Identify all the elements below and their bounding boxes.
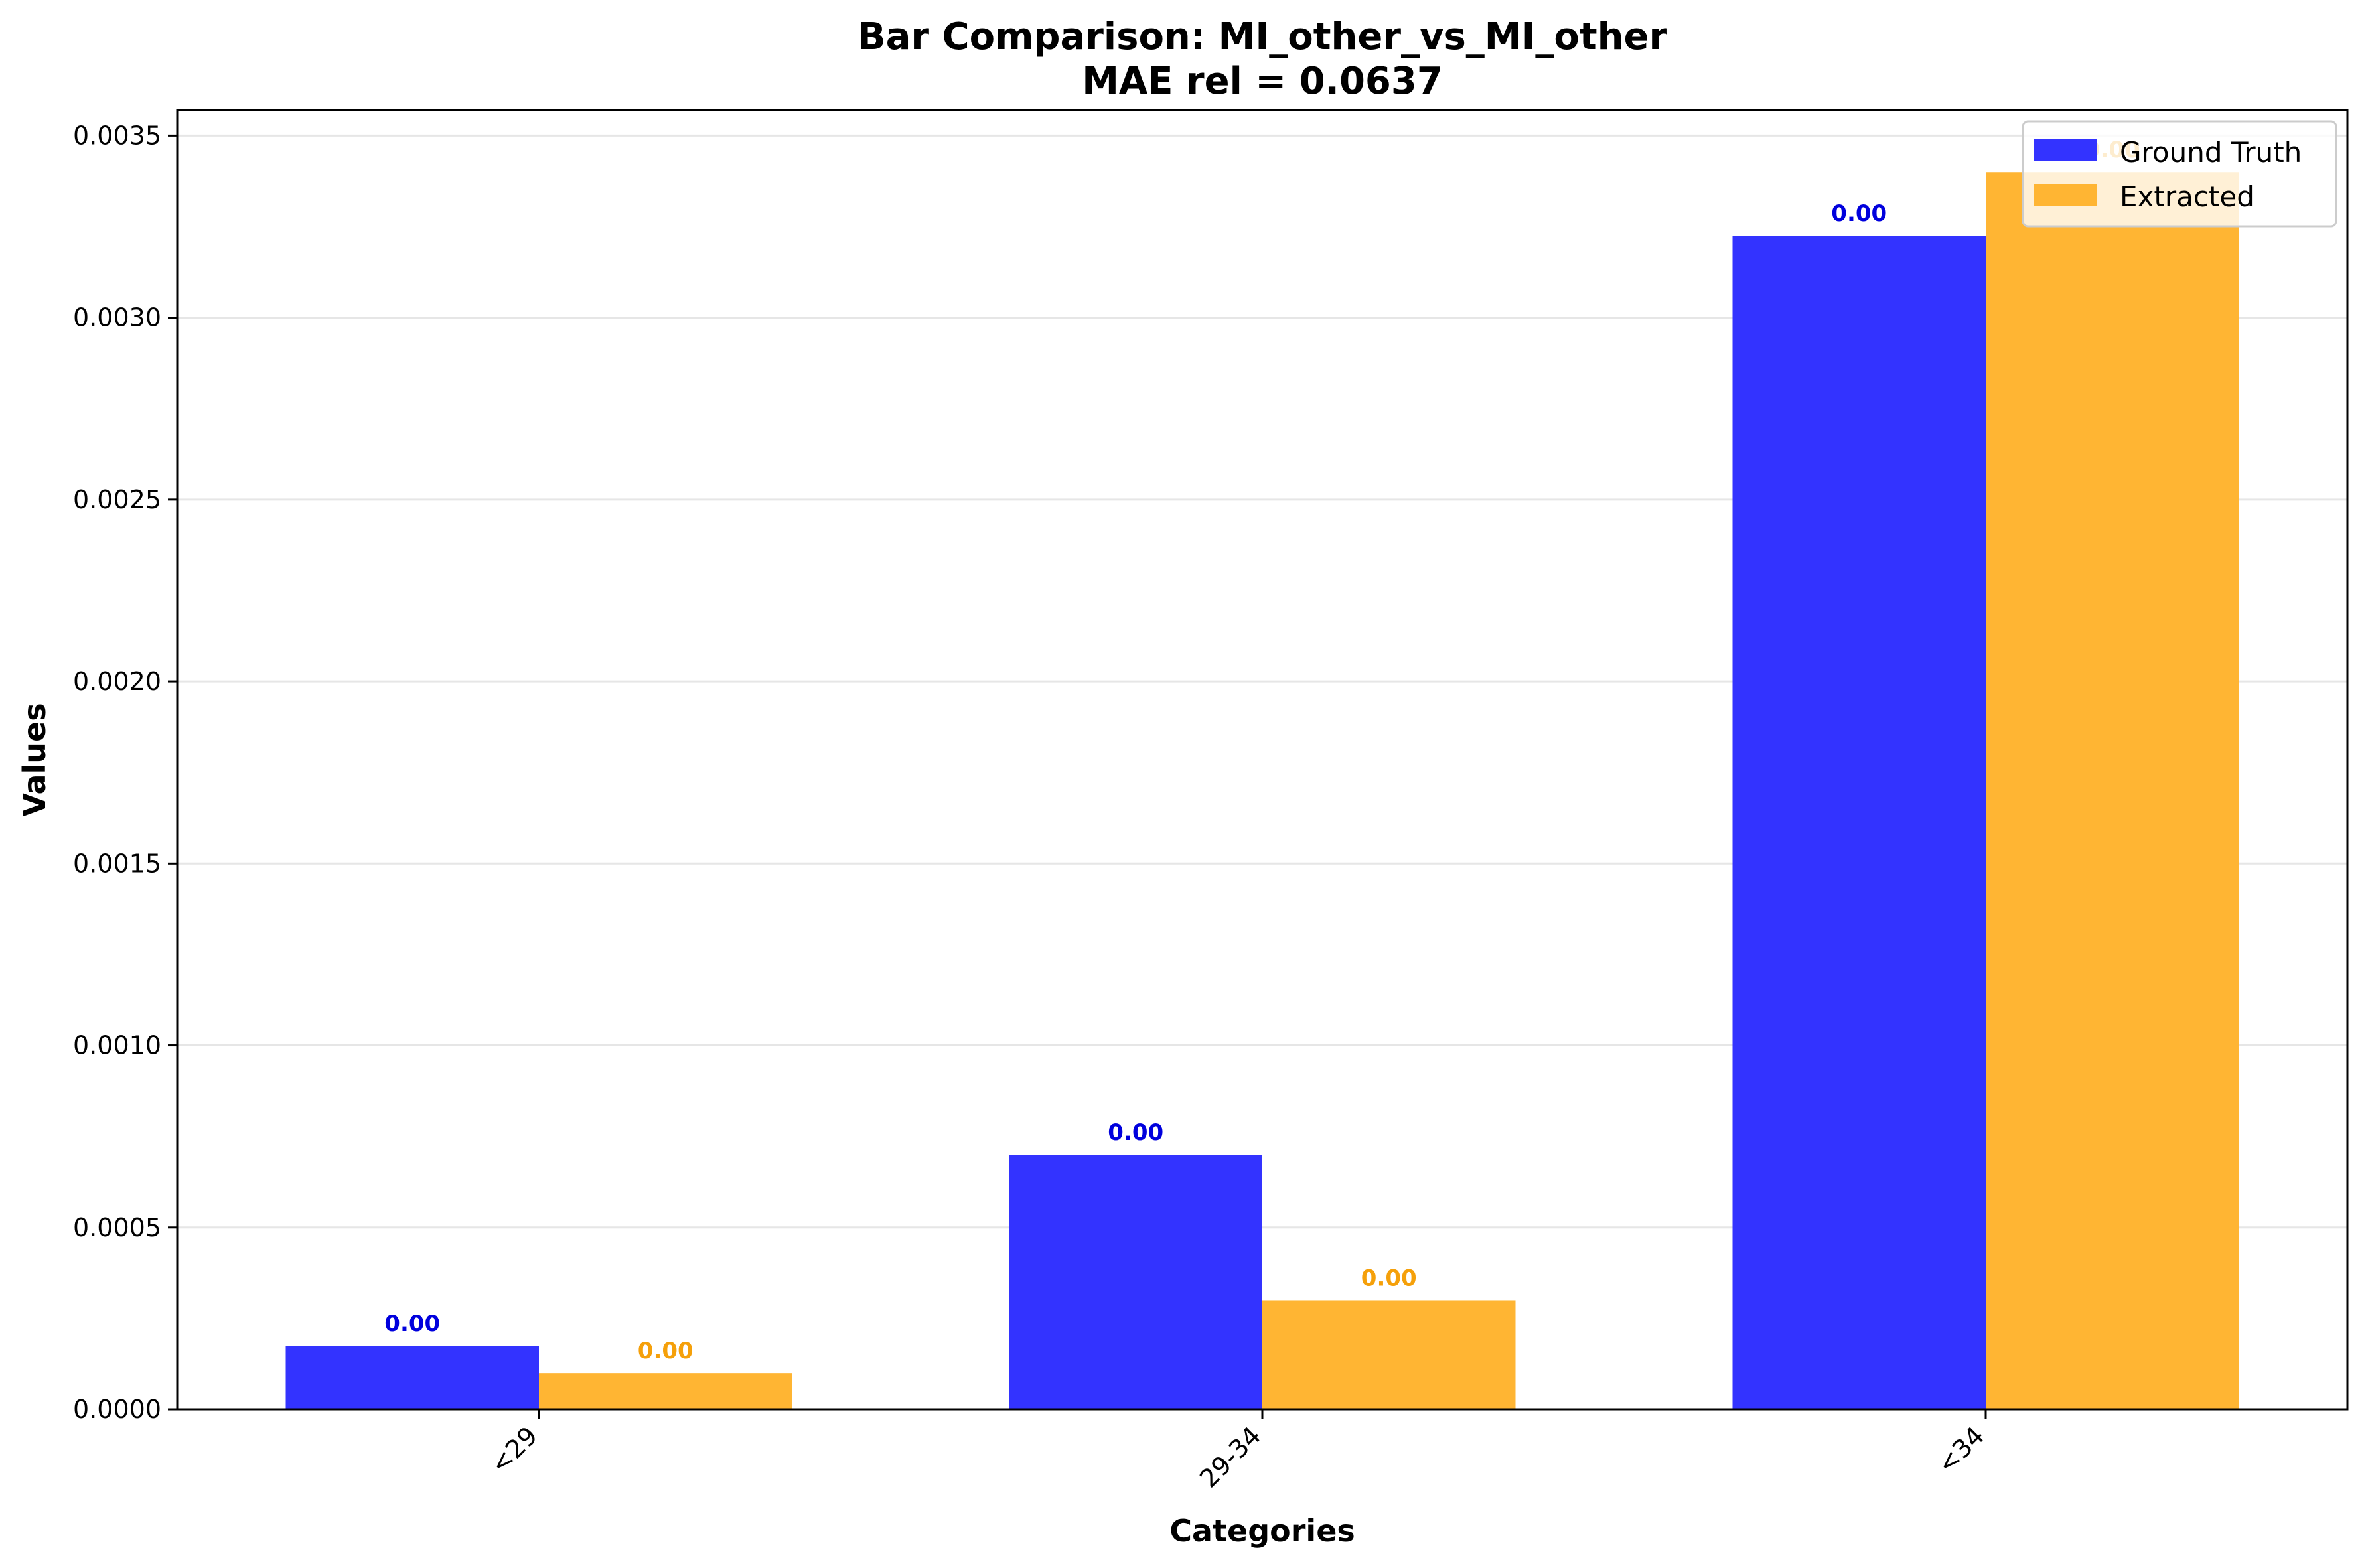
y-tick-label: 0.0000 [73, 1395, 161, 1424]
bars [285, 172, 2239, 1410]
y-tick-label: 0.0035 [73, 121, 161, 150]
y-tick-label: 0.0030 [73, 303, 161, 332]
plot-frame [176, 109, 2349, 1411]
legend: Ground Truth Extracted [2022, 120, 2337, 228]
bar-ground-truth [285, 1346, 539, 1409]
y-tick-label: 0.0010 [73, 1031, 161, 1060]
legend-swatch-ground-truth [2034, 139, 2097, 161]
bar-extracted [1986, 172, 2239, 1410]
bar-extracted [1262, 1300, 1516, 1409]
bar-ground-truth [1732, 236, 1986, 1409]
bar-value-label: 0.00 [1361, 1265, 1417, 1291]
bar-value-label: 0.00 [1108, 1119, 1163, 1146]
legend-box [2022, 120, 2337, 228]
bar-value-label: 0.00 [638, 1338, 694, 1364]
x-axis-label: Categories [1169, 1513, 1355, 1549]
bar-extracted [539, 1373, 792, 1409]
legend-label-extracted: Extracted [2120, 180, 2255, 213]
y-tick-label: 0.0020 [73, 667, 161, 696]
bar-value-label: 0.00 [1831, 200, 1887, 227]
chart-title: Bar Comparison: MI_other_vs_MI_other [857, 15, 1668, 58]
legend-swatch-extracted [2034, 184, 2097, 206]
y-tick-label: 0.0015 [73, 849, 161, 878]
y-tick-label: 0.0025 [73, 485, 161, 514]
legend-label-ground-truth: Ground Truth [2120, 136, 2302, 169]
y-axis-label: Values [17, 703, 52, 816]
y-tick-label: 0.0005 [73, 1213, 161, 1242]
bar-ground-truth [1009, 1155, 1262, 1409]
chart-subtitle: MAE rel = 0.0637 [1082, 60, 1443, 103]
bar-value-label: 0.00 [384, 1311, 440, 1337]
